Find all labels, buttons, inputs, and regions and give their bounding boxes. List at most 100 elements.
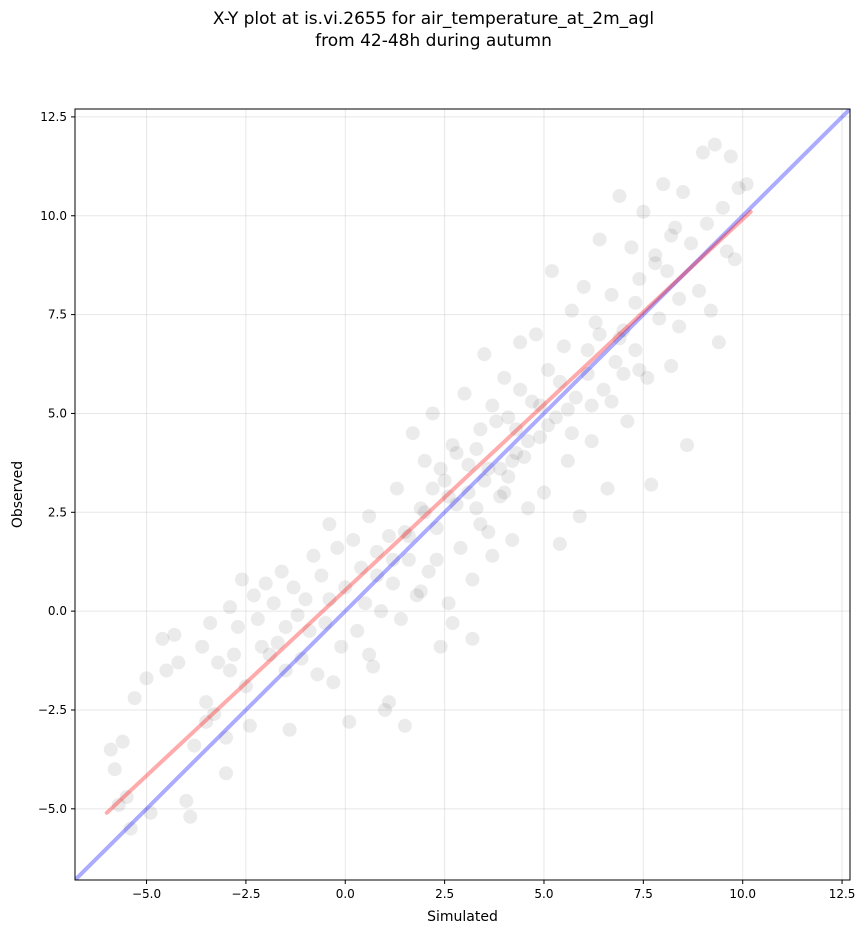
data-point [378,702,392,717]
data-point [401,529,416,544]
y-tick-label: 10.0 [40,209,67,223]
data-point [346,532,361,547]
data-point [739,177,754,192]
data-point [668,220,683,235]
data-point [529,327,544,342]
data-point [672,291,687,306]
x-tick-label: 2.5 [435,887,454,901]
data-point [127,691,142,706]
data-point [278,663,293,678]
data-point [385,552,400,567]
data-point [703,303,718,318]
y-tick-label: 2.5 [48,505,67,519]
data-point [421,564,436,579]
data-point [405,426,420,441]
data-point [636,204,651,219]
fit-lines [75,109,850,880]
plot-frame [74,108,851,881]
y-tick-label: −2.5 [38,703,67,717]
data-point [461,485,476,500]
data-point [433,639,448,654]
data-point [632,272,647,287]
data-point [107,762,122,777]
data-point [592,232,607,247]
data-point [425,406,440,421]
data-point [552,536,567,551]
data-point [318,616,333,630]
data-point [576,279,591,294]
data-point [171,655,186,670]
data-point [644,477,659,492]
data-point [195,639,210,654]
data-point [497,370,512,385]
x-axis-label: Simulated [427,909,498,925]
data-point [501,469,516,484]
data-point [322,592,337,607]
data-point [612,331,627,346]
data-point [246,588,261,603]
x-tick-label: 0.0 [336,887,355,901]
data-point [445,616,460,630]
y-tick-label: −5.0 [38,802,67,816]
data-point [513,382,528,397]
data-point [656,177,671,192]
data-point [680,438,695,453]
data-point [358,596,373,611]
data-point [366,659,381,674]
data-point [465,572,480,587]
data-point [211,655,226,670]
data-point [433,461,448,476]
data-point [258,576,273,591]
data-point [219,766,234,781]
data-point [338,580,353,595]
data-point [473,422,488,437]
x-tick-label: 12.5 [829,887,856,901]
data-point [417,453,432,468]
data-point [612,188,627,203]
data-point [513,335,528,350]
data-point [628,295,643,310]
data-point [254,639,269,654]
identity-line [75,109,850,880]
data-point [294,651,309,666]
data-point [648,248,663,263]
grid [75,109,850,880]
data-point [290,608,305,623]
chart-title: X-Y plot at is.vi.2655 for air_temperatu… [0,8,867,52]
data-point [715,200,730,215]
data-point [159,663,174,678]
data-point [203,616,218,630]
data-point [564,303,579,318]
y-axis-label: Observed [10,461,26,528]
data-point [485,548,500,563]
data-point [481,525,496,540]
data-point [350,623,365,638]
data-point [616,366,631,381]
data-point [584,398,599,413]
chart-title-line1: X-Y plot at is.vi.2655 for air_temperatu… [212,9,655,29]
data-point [731,181,746,196]
data-point [266,596,281,611]
data-point [223,663,237,678]
data-point [453,540,468,555]
data-point [374,604,389,619]
data-point [465,631,480,646]
data-point [330,540,345,555]
data-point [370,568,385,583]
data-point [600,481,615,496]
data-point [544,264,559,279]
data-point [695,145,710,160]
data-point [183,809,198,824]
data-point [588,315,603,330]
data-point [727,252,742,267]
data-point [672,319,687,334]
data-point [115,734,130,749]
data-point [226,647,241,662]
data-point [278,619,293,634]
y-tick-label: 5.0 [48,406,67,420]
data-point [413,501,428,516]
data-point [509,445,524,460]
data-point [314,568,329,583]
data-point [501,410,516,425]
